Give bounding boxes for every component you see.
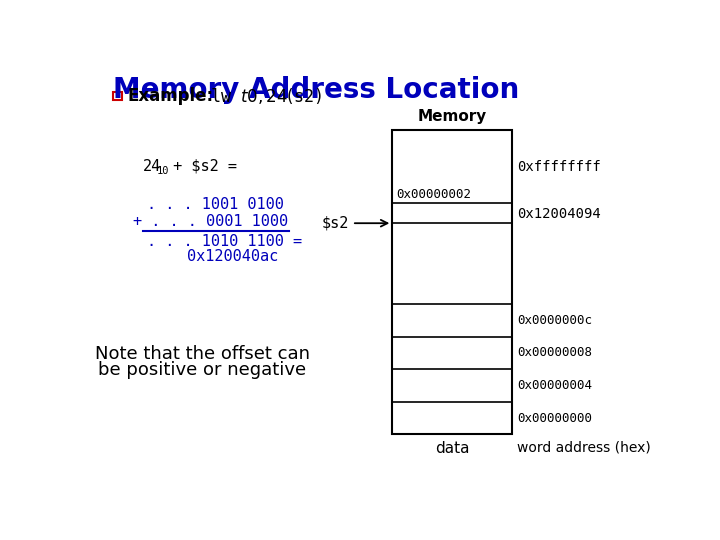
Text: 0xffffffff: 0xffffffff [517,160,600,174]
Text: 0x00000004: 0x00000004 [517,379,592,392]
Text: 10: 10 [157,166,169,176]
Text: . . . 1001 0100: . . . 1001 0100 [147,198,284,212]
Bar [392,130,513,434]
Text: . . . 1010 1100 =: . . . 1010 1100 = [147,234,302,248]
Text: word address (hex): word address (hex) [517,441,651,455]
Text: be positive or negative: be positive or negative [99,361,307,380]
FancyBboxPatch shape [113,92,122,100]
Text: $s2: $s2 [321,215,349,231]
Text: Memory Address Location: Memory Address Location [113,76,520,104]
Text: 0x00000008: 0x00000008 [517,346,592,360]
Text: 0x0000000c: 0x0000000c [517,314,592,327]
Text: + $s2 =: + $s2 = [164,159,238,174]
Text: 24: 24 [143,159,161,174]
Text: 0x12004094: 0x12004094 [517,207,600,221]
Text: Example:: Example: [127,86,213,105]
Text: 0x00000000: 0x00000000 [517,411,592,424]
Text: Note that the offset can: Note that the offset can [95,345,310,362]
Text: 0x00000002: 0x00000002 [396,188,471,201]
Text: + . . . 0001 1000: + . . . 0001 1000 [132,214,288,230]
Text: 0x120040ac: 0x120040ac [187,249,278,264]
Text: lw $t0, 24($s2): lw $t0, 24($s2) [210,86,322,106]
Text: Memory: Memory [418,109,487,124]
Text: data: data [435,441,469,456]
